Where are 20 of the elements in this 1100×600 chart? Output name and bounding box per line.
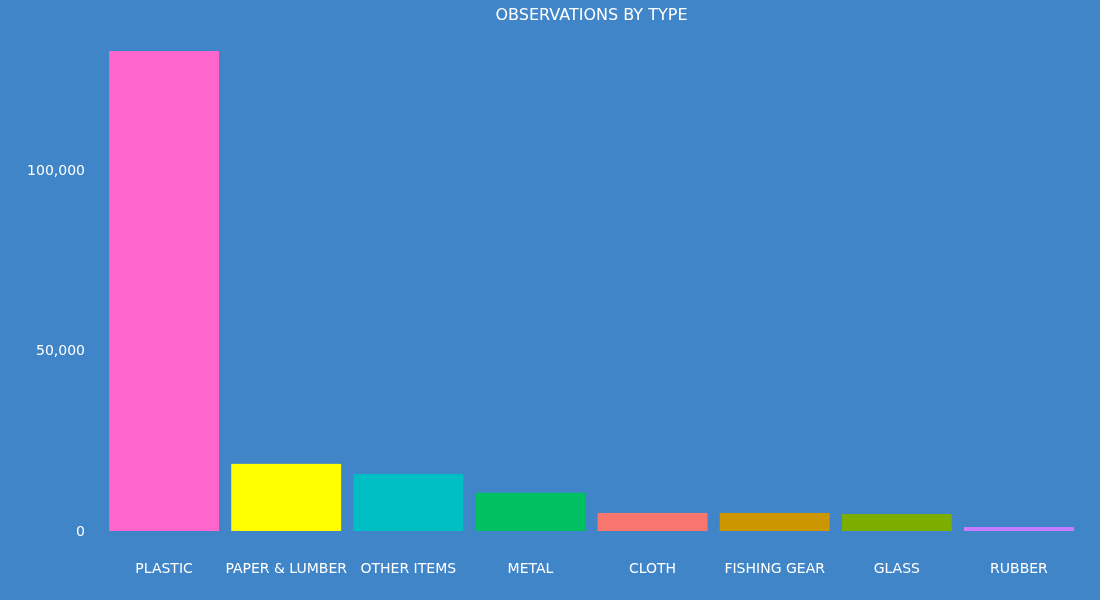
x-tick-label: PAPER & LUMBER [225, 560, 348, 576]
x-tick-label: METAL [507, 560, 554, 576]
bar [109, 51, 220, 531]
y-tick-label: 100,000 [27, 162, 85, 178]
bar [719, 512, 830, 531]
x-tick-label: OTHER ITEMS [360, 560, 457, 576]
x-tick-label: GLASS [873, 560, 921, 576]
bar [963, 527, 1074, 531]
y-tick-label: 50,000 [36, 342, 85, 359]
x-tick-label: PLASTIC [135, 560, 194, 576]
bar [597, 512, 708, 531]
x-tick-label: RUBBER [990, 560, 1049, 576]
x-tick-label: CLOTH [628, 560, 677, 576]
y-tick-label: 0 [76, 522, 85, 539]
bar [841, 514, 952, 531]
bar [353, 473, 464, 531]
chart-title: OBSERVATIONS BY TYPE [495, 5, 688, 24]
x-tick-label: FISHING GEAR [724, 560, 826, 576]
bar [475, 492, 586, 531]
bar [231, 463, 342, 531]
